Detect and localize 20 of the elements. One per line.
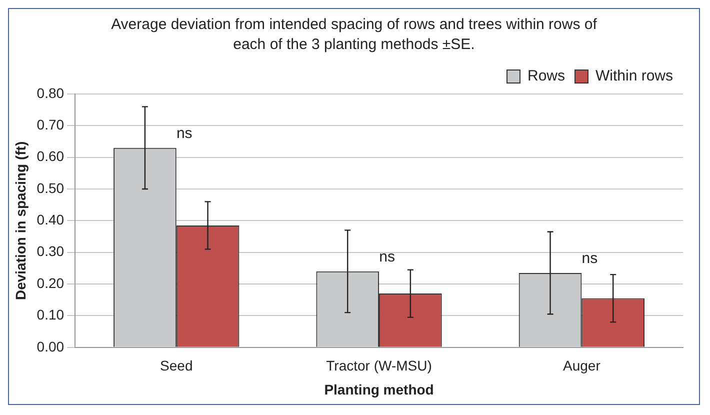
y-tick-label: 0.80	[36, 84, 64, 101]
y-tick-label: 0.30	[36, 243, 64, 260]
y-tick-label: 0.60	[36, 148, 64, 164]
annotation: ns	[379, 248, 395, 266]
legend-label: Rows	[527, 68, 565, 85]
annotation: ns	[582, 250, 598, 268]
y-tick-label: 0.50	[36, 180, 64, 196]
x-tick-label: Seed	[160, 358, 193, 374]
y-axis-title: Deviation in spacing (ft)	[12, 141, 28, 300]
x-tick-label: Auger	[562, 358, 601, 374]
annotation: ns	[176, 124, 192, 142]
x-tick-label: Tractor (W-MSU)	[326, 358, 432, 374]
chart-title: Average deviation from intended spacing of rows and trees within rows of each of the 3 planting methods ±SE.	[110, 15, 598, 55]
y-tick-label: 0.10	[36, 306, 64, 323]
y-tick-label: 0.00	[36, 338, 64, 354]
y-tick-label: 0.20	[36, 274, 64, 291]
x-axis-title: Planting method	[324, 381, 434, 398]
y-tick-label: 0.40	[36, 212, 64, 228]
y-tick-label: 0.70	[36, 116, 64, 133]
legend-label: Within rows	[595, 68, 674, 85]
